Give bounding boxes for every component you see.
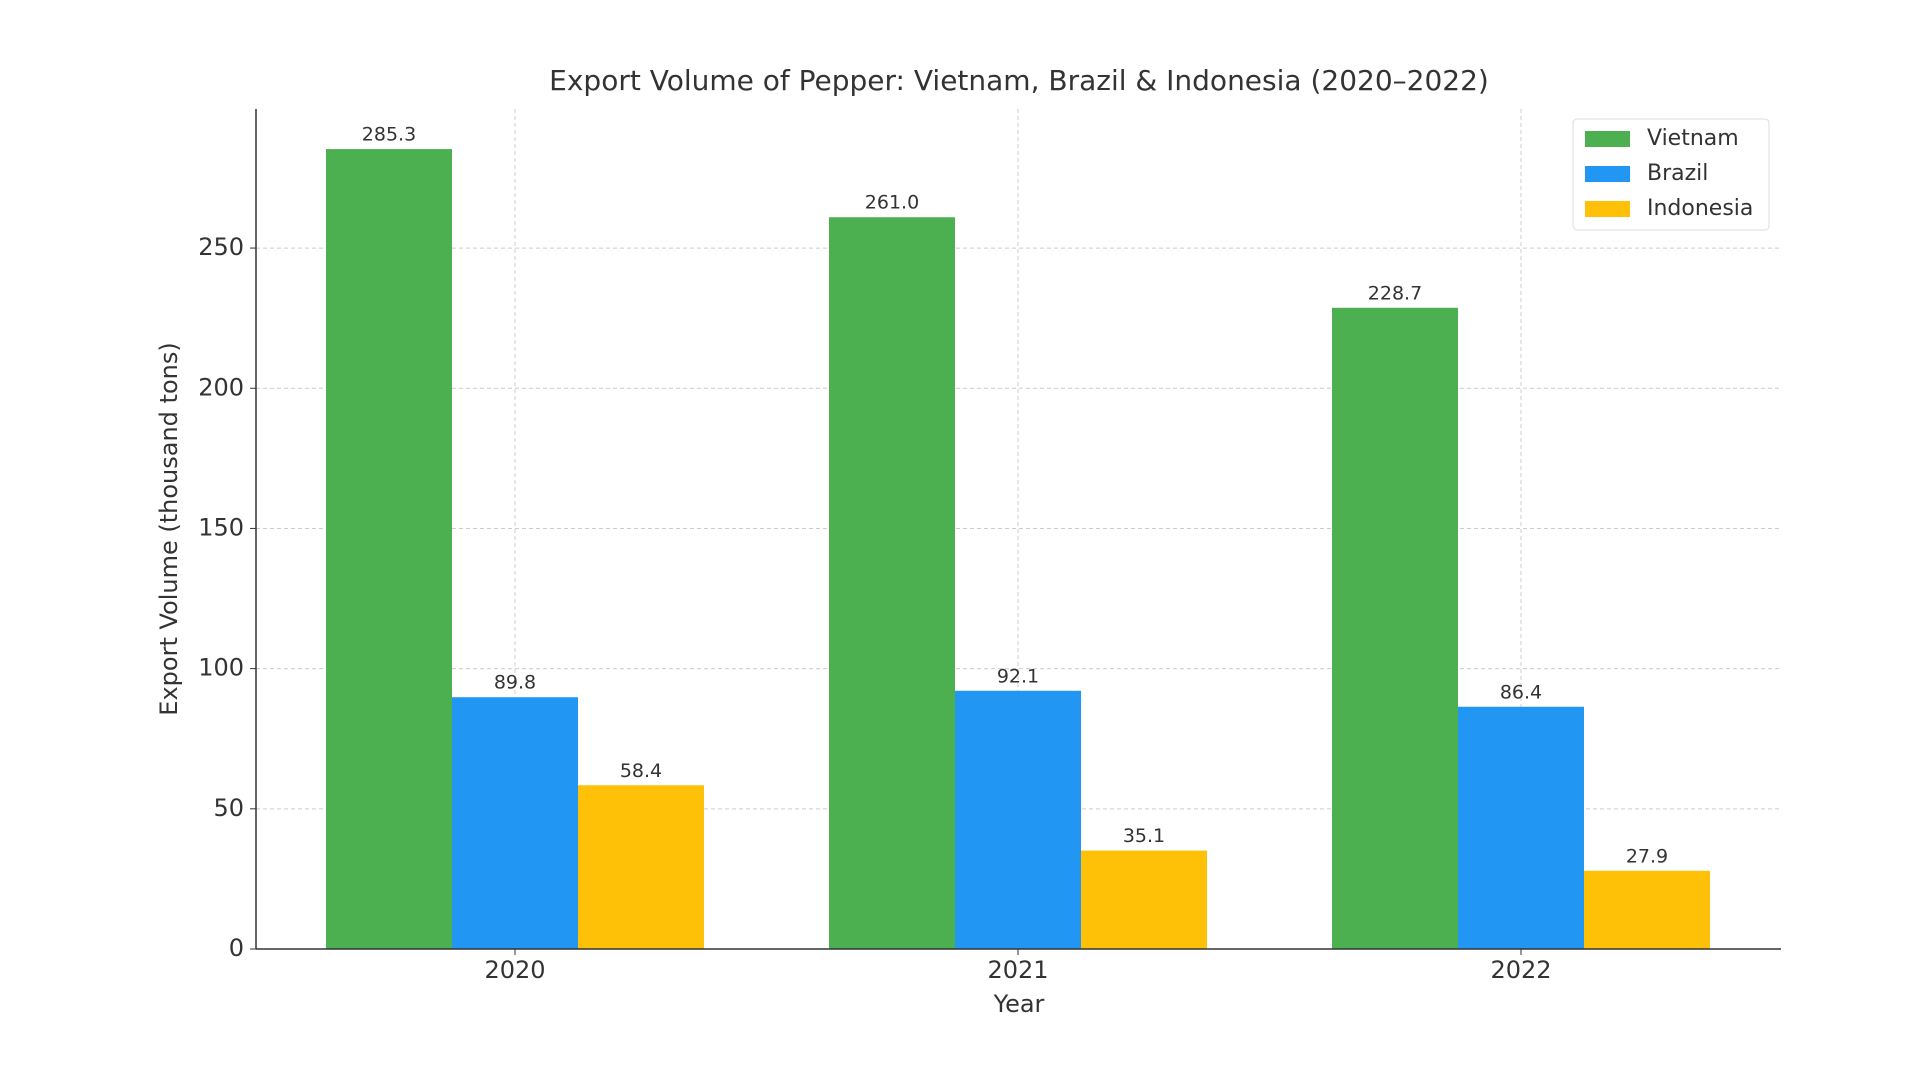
legend-swatch bbox=[1585, 201, 1630, 217]
legend-swatch bbox=[1585, 131, 1630, 147]
y-tick-label: 150 bbox=[198, 513, 244, 541]
data-label: 285.3 bbox=[362, 124, 416, 146]
bar bbox=[829, 217, 955, 949]
x-axis-label: Year bbox=[993, 990, 1045, 1018]
x-tick-label: 2022 bbox=[1490, 956, 1551, 984]
legend-label: Brazil bbox=[1647, 161, 1708, 186]
bar bbox=[955, 690, 1081, 949]
bar bbox=[1584, 870, 1710, 949]
bar bbox=[1458, 706, 1584, 949]
y-axis-label: Export Volume (thousand tons) bbox=[155, 342, 183, 715]
bar bbox=[326, 149, 452, 950]
data-label: 89.8 bbox=[494, 672, 536, 694]
data-label: 86.4 bbox=[1500, 681, 1542, 703]
legend-label: Indonesia bbox=[1647, 196, 1753, 221]
bar bbox=[578, 785, 704, 949]
y-tick-label: 0 bbox=[229, 934, 244, 962]
data-label: 92.1 bbox=[997, 665, 1039, 687]
x-tick-label: 2021 bbox=[987, 956, 1048, 984]
legend-swatch bbox=[1585, 166, 1630, 182]
data-label: 58.4 bbox=[620, 760, 662, 782]
legend-label: Vietnam bbox=[1647, 126, 1739, 151]
legend: Vietnam Brazil Indonesia bbox=[1572, 118, 1770, 231]
data-label: 228.7 bbox=[1368, 282, 1422, 304]
x-tick-label: 2020 bbox=[484, 956, 545, 984]
y-tick-label: 250 bbox=[198, 233, 244, 261]
bar bbox=[1081, 850, 1207, 949]
y-tick-label: 100 bbox=[198, 654, 244, 682]
data-label: 35.1 bbox=[1123, 825, 1165, 847]
chart-title: Export Volume of Pepper: Vietnam, Brazil… bbox=[549, 64, 1489, 97]
bar bbox=[452, 697, 578, 949]
data-label: 27.9 bbox=[1626, 845, 1668, 867]
data-label: 261.0 bbox=[865, 192, 919, 214]
y-tick-label: 50 bbox=[213, 794, 244, 822]
y-tick-label: 200 bbox=[198, 373, 244, 401]
bar bbox=[1332, 307, 1458, 949]
